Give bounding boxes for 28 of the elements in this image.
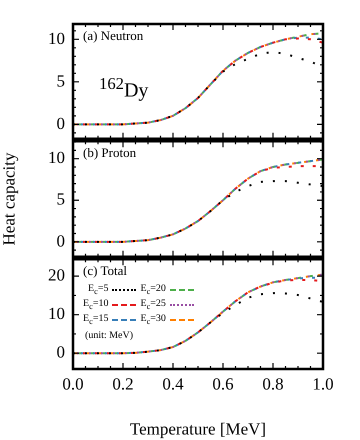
y-tick-label: 10: [48, 148, 65, 168]
y-tick-label: 10: [48, 304, 65, 324]
chart-title: (c) Total: [83, 263, 128, 278]
x-tick-label: 0.8: [262, 374, 284, 394]
x-axis-title: Temperature [MeV]: [130, 419, 266, 438]
y-tick-label: 0: [56, 231, 65, 250]
legend-label: E$_{c}$=30: [140, 312, 166, 328]
annotation: (unit: MeV): [85, 330, 134, 342]
y-axis-title: Heat capacity: [0, 152, 19, 246]
legend-label: E$_{c}$=20: [140, 282, 166, 298]
legend-label: E$_{c}$=5: [87, 282, 108, 298]
y-tick-label: 0: [56, 114, 65, 133]
y-tick-label: 5: [56, 71, 65, 90]
y-tick-label: 5: [56, 190, 65, 209]
annotation: $^{162}$Dy: [99, 74, 148, 103]
x-tick-label: 1.0: [312, 374, 334, 394]
y-tick-label: 0: [56, 342, 65, 362]
y-tick-label: 20: [48, 266, 65, 285]
y-tick-label: 10: [48, 28, 65, 48]
x-tick-label: 0.6: [212, 374, 234, 394]
legend-label: E$_{c}$=10: [83, 298, 108, 313]
legend-label: E$_{c}$=25: [140, 298, 166, 313]
legend-label: E$_{c}$=15: [83, 312, 108, 328]
chart-title: (b) Proton: [83, 145, 137, 160]
x-tick-label: 0.2: [112, 374, 134, 394]
chart-title: (a) Neutron: [83, 28, 144, 43]
x-tick-label: 0.4: [162, 374, 184, 394]
x-tick-label: 0.0: [62, 374, 84, 394]
